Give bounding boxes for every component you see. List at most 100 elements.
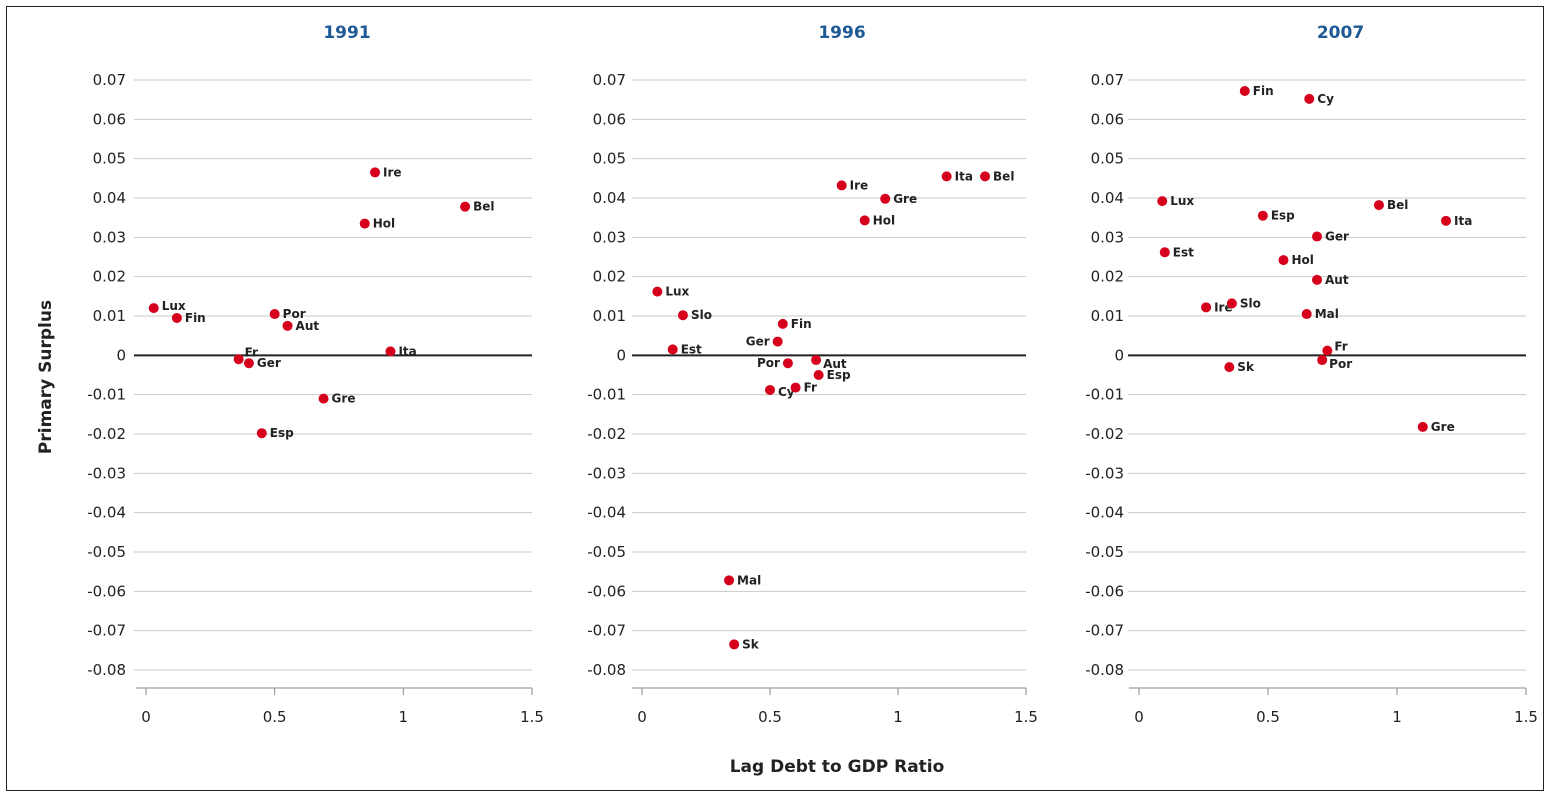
y-tick-label: 0.06 xyxy=(1091,110,1124,128)
y-tick-label: -0.03 xyxy=(1085,464,1124,482)
y-tick-label: 0.03 xyxy=(93,228,126,246)
y-tick-label: 0.01 xyxy=(1091,307,1124,325)
point-label: Fr xyxy=(1334,340,1347,354)
y-tick-label: -0.06 xyxy=(87,582,126,600)
data-point-1996-aut xyxy=(811,355,822,366)
y-axis-label: Primary Surplus xyxy=(36,300,56,454)
point-label: Cy xyxy=(778,385,795,399)
y-tick-label: -0.08 xyxy=(587,661,626,679)
point-label: Hol xyxy=(1291,253,1313,267)
y-tick-label: -0.02 xyxy=(1085,425,1124,443)
point-label: Gre xyxy=(893,192,917,206)
data-point-1996-esp xyxy=(813,370,824,380)
point-label: Bel xyxy=(473,200,494,214)
y-tick-label: -0.08 xyxy=(87,661,126,679)
y-tick-label: 0.05 xyxy=(593,150,626,168)
data-point-1996-ger xyxy=(772,336,783,347)
y-tick-label: 0.07 xyxy=(1091,71,1124,89)
y-tick-label: 0.07 xyxy=(593,71,626,89)
y-tick-label: -0.01 xyxy=(1085,386,1124,404)
y-tick-label: -0.07 xyxy=(87,622,126,640)
x-tick-label: 0.5 xyxy=(263,708,287,726)
point-label: Mal xyxy=(1315,307,1339,321)
point-label: Gre xyxy=(332,392,356,406)
point-label: Hol xyxy=(373,217,395,231)
data-point-1991-esp xyxy=(256,428,267,439)
data-point-1996-fr xyxy=(790,382,801,393)
point-label: Est xyxy=(681,342,702,356)
point-label: Fin xyxy=(791,317,812,331)
data-point-1996-est xyxy=(667,344,678,355)
y-tick-label: 0.02 xyxy=(1091,268,1124,286)
y-tick-label: 0 xyxy=(616,346,626,364)
x-tick-label: 1.5 xyxy=(520,708,544,726)
point-label: Fr xyxy=(804,381,817,395)
data-point-2007-sk xyxy=(1224,362,1235,373)
point-label: Lux xyxy=(1170,194,1194,208)
y-tick-label: -0.03 xyxy=(587,464,626,482)
data-point-1996-mal xyxy=(724,575,735,586)
data-point-2007-bel xyxy=(1373,200,1384,211)
panel-title-2007: 2007 xyxy=(1317,23,1364,43)
data-point-2007-slo xyxy=(1226,298,1237,309)
y-tick-label: 0.02 xyxy=(93,268,126,286)
point-label: Por xyxy=(757,356,780,370)
y-tick-label: -0.05 xyxy=(1085,543,1124,561)
point-label: Est xyxy=(1173,245,1194,259)
point-label: Sk xyxy=(1237,360,1255,374)
y-tick-label: -0.07 xyxy=(1085,622,1124,640)
x-tick-label: 0 xyxy=(637,708,647,726)
y-tick-label: -0.08 xyxy=(1085,661,1124,679)
x-tick-label: 1.5 xyxy=(1014,708,1038,726)
data-point-1991-bel xyxy=(460,201,471,212)
data-point-2007-mal xyxy=(1301,309,1312,320)
data-point-1991-por xyxy=(269,309,280,320)
chart-frame xyxy=(6,6,1544,791)
data-point-1991-gre xyxy=(318,393,329,404)
point-label: Cy xyxy=(1317,92,1334,106)
point-label: Ita xyxy=(1454,214,1472,228)
data-point-1996-bel xyxy=(980,171,991,182)
data-point-1991-aut xyxy=(282,320,293,331)
data-point-2007-ger xyxy=(1312,231,1323,242)
x-tick-label: 0 xyxy=(141,708,151,726)
y-tick-label: -0.03 xyxy=(87,464,126,482)
data-point-1991-fr xyxy=(233,354,244,365)
y-tick-label: 0.04 xyxy=(593,189,626,207)
x-tick-label: 1.5 xyxy=(1514,708,1538,726)
data-point-2007-ire xyxy=(1201,302,1212,313)
y-tick-label: 0.06 xyxy=(593,110,626,128)
y-tick-label: -0.06 xyxy=(587,582,626,600)
y-tick-label: -0.01 xyxy=(587,386,626,404)
point-label: Ire xyxy=(383,165,402,179)
data-point-1996-lux xyxy=(652,286,663,297)
data-point-1996-cy xyxy=(765,384,775,395)
point-label: Slo xyxy=(691,308,712,322)
point-label: Esp xyxy=(827,368,851,382)
point-label: Por xyxy=(283,307,306,321)
y-tick-label: 0.05 xyxy=(1091,150,1124,168)
point-label: Ita xyxy=(398,344,416,358)
point-label: Fin xyxy=(1253,84,1274,98)
data-point-2007-gre xyxy=(1417,421,1428,432)
y-tick-label: 0.07 xyxy=(93,71,126,89)
y-tick-label: 0.04 xyxy=(1091,189,1124,207)
point-label: Esp xyxy=(270,426,294,440)
data-point-2007-fin xyxy=(1239,86,1250,97)
y-tick-label: -0.04 xyxy=(87,504,126,522)
point-label: Bel xyxy=(993,169,1014,183)
x-tick-label: 0.5 xyxy=(1256,708,1280,726)
y-tick-label: -0.04 xyxy=(1085,504,1124,522)
y-tick-label: -0.04 xyxy=(587,504,626,522)
x-tick-label: 0.5 xyxy=(758,708,782,726)
y-tick-label: -0.05 xyxy=(87,543,126,561)
point-label: Mal xyxy=(737,573,761,587)
point-label: Gre xyxy=(1431,420,1455,434)
y-tick-label: -0.06 xyxy=(1085,582,1124,600)
data-point-1996-sk xyxy=(729,639,740,650)
point-label: Fin xyxy=(185,311,206,325)
y-tick-label: 0 xyxy=(1114,346,1124,364)
data-point-2007-lux xyxy=(1157,196,1168,207)
data-point-1996-hol xyxy=(859,215,870,226)
